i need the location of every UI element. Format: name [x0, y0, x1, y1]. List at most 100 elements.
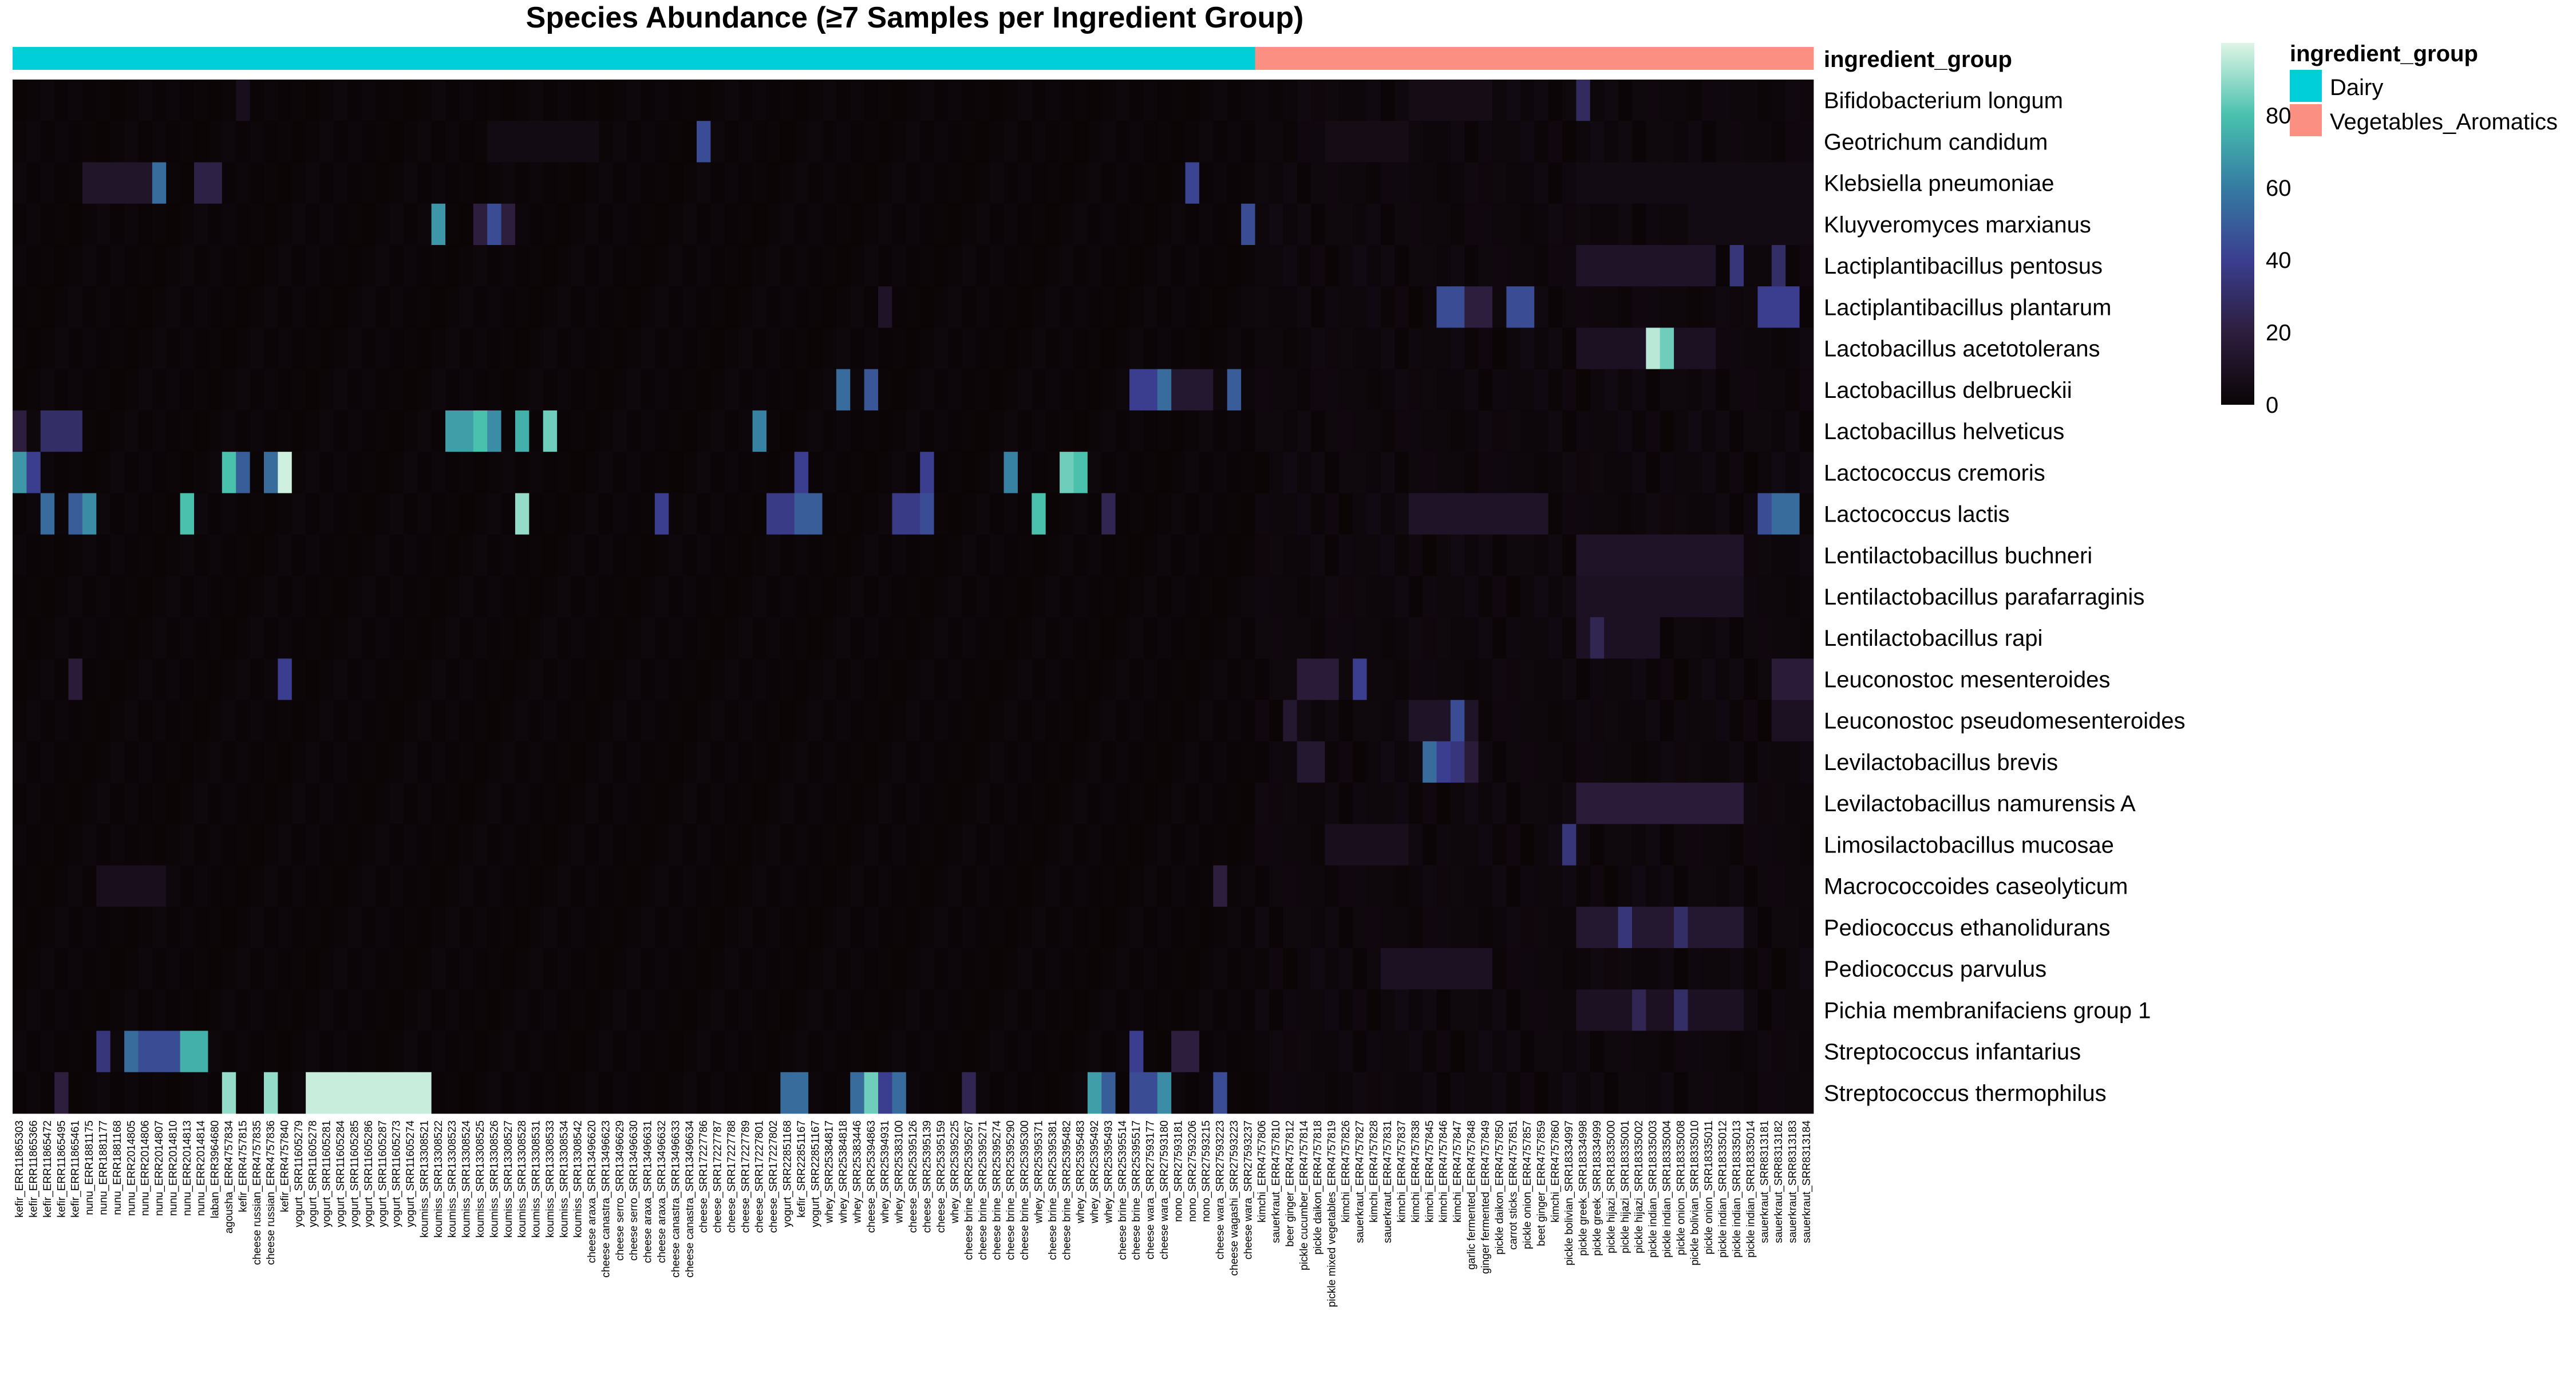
- heatmap-cell: [1283, 286, 1298, 328]
- heatmap-cell: [1241, 865, 1255, 907]
- heatmap-cell: [1297, 327, 1311, 370]
- heatmap-cell: [557, 865, 571, 907]
- heatmap-cell: [1171, 575, 1186, 618]
- heatmap-cell: [599, 244, 614, 287]
- heatmap-cell: [724, 575, 739, 618]
- heatmap-cell: [278, 865, 293, 907]
- heatmap-cell: [1227, 327, 1242, 370]
- heatmap-cell: [920, 948, 934, 990]
- column-label: pickle mixed vegetables_ERR4757819: [1326, 1120, 1338, 1307]
- heatmap-cell: [1534, 906, 1549, 949]
- heatmap-cell: [864, 865, 879, 907]
- heatmap-cell: [1297, 824, 1311, 866]
- heatmap-cell: [1631, 865, 1646, 907]
- heatmap-cell: [1101, 534, 1116, 577]
- heatmap-cell: [1101, 410, 1116, 452]
- heatmap-cell: [1744, 1072, 1758, 1114]
- row-label: Levilactobacillus brevis: [1824, 750, 2058, 775]
- heatmap-cell: [347, 1030, 362, 1073]
- heatmap-cell: [291, 203, 306, 246]
- heatmap-cell: [1157, 658, 1172, 700]
- heatmap-cell: [1506, 452, 1521, 493]
- heatmap-cell: [710, 493, 725, 535]
- heatmap-cell: [306, 203, 320, 246]
- heatmap-cell: [82, 617, 97, 659]
- heatmap-cell: [1492, 80, 1507, 121]
- heatmap-cell: [236, 327, 250, 370]
- heatmap-cell: [641, 327, 655, 370]
- heatmap-cell: [962, 80, 977, 121]
- heatmap-cell: [1562, 203, 1577, 246]
- column-label: kefir_ERR4757840: [279, 1120, 291, 1213]
- heatmap-cell: [613, 1030, 627, 1073]
- heatmap-cell: [1297, 1072, 1311, 1114]
- heatmap-cell: [878, 989, 892, 1031]
- heatmap-cell: [1241, 783, 1255, 824]
- heatmap-cell: [1492, 1030, 1507, 1073]
- heatmap-cell: [389, 244, 404, 287]
- heatmap-cell: [1283, 121, 1298, 163]
- heatmap-cell: [696, 369, 711, 411]
- heatmap-cell: [724, 700, 739, 742]
- heatmap-cell: [627, 741, 641, 783]
- heatmap-cell: [641, 906, 655, 949]
- heatmap-cell: [1562, 493, 1577, 535]
- heatmap-cell: [1534, 865, 1549, 907]
- heatmap-cell: [1394, 617, 1409, 659]
- heatmap-cell: [487, 203, 501, 246]
- heatmap-cell: [54, 80, 69, 121]
- heatmap-cell: [1450, 824, 1465, 866]
- heatmap-cell: [1604, 658, 1618, 700]
- heatmap-cell: [1073, 906, 1088, 949]
- heatmap-cell: [696, 80, 711, 121]
- heatmap-cell: [459, 658, 474, 700]
- heatmap-cell: [529, 534, 544, 577]
- heatmap-cell: [278, 948, 293, 990]
- heatmap-cell: [1631, 783, 1646, 824]
- heatmap-cell: [1785, 534, 1800, 577]
- heatmap-cell: [1590, 410, 1605, 452]
- heatmap-cell: [501, 452, 516, 493]
- heatmap-cell: [1464, 989, 1479, 1031]
- heatmap-cell: [1311, 286, 1325, 328]
- heatmap-cell: [1548, 121, 1563, 163]
- heatmap-cell: [543, 1030, 558, 1073]
- heatmap-cell: [487, 948, 501, 990]
- heatmap-cell: [571, 286, 586, 328]
- heatmap-cell: [208, 244, 223, 287]
- heatmap-cell: [1129, 575, 1144, 618]
- heatmap-cell: [1283, 865, 1298, 907]
- heatmap-cell: [1185, 865, 1200, 907]
- heatmap-cell: [110, 80, 125, 121]
- heatmap-cell: [138, 534, 153, 577]
- heatmap-cell: [1185, 534, 1200, 577]
- heatmap-cell: [1283, 658, 1298, 700]
- heatmap-cell: [263, 824, 278, 866]
- heatmap-cell: [1394, 286, 1409, 328]
- heatmap-cell: [319, 575, 334, 618]
- heatmap-cell: [850, 700, 865, 742]
- heatmap-cell: [1394, 327, 1409, 370]
- heatmap-cell: [501, 121, 516, 163]
- heatmap-cell: [487, 493, 501, 535]
- heatmap-cell: [613, 534, 627, 577]
- heatmap-cell: [1017, 700, 1032, 742]
- heatmap-cell: [975, 575, 990, 618]
- heatmap-cell: [1171, 286, 1186, 328]
- heatmap-cell: [278, 658, 293, 700]
- heatmap-cell: [1423, 286, 1437, 328]
- heatmap-cell: [1576, 493, 1591, 535]
- heatmap-cell: [236, 783, 250, 824]
- heatmap-cell: [361, 244, 376, 287]
- heatmap-cell: [110, 410, 125, 452]
- heatmap-cell: [1394, 824, 1409, 866]
- heatmap-cell: [584, 948, 599, 990]
- heatmap-cell: [291, 286, 306, 328]
- heatmap-cell: [627, 162, 641, 204]
- column-label: cheese russian_ERR4757835: [251, 1120, 263, 1265]
- heatmap-cell: [1017, 327, 1032, 370]
- heatmap-cell: [1311, 410, 1325, 452]
- heatmap-cell: [110, 369, 125, 411]
- heatmap-cell: [682, 203, 697, 246]
